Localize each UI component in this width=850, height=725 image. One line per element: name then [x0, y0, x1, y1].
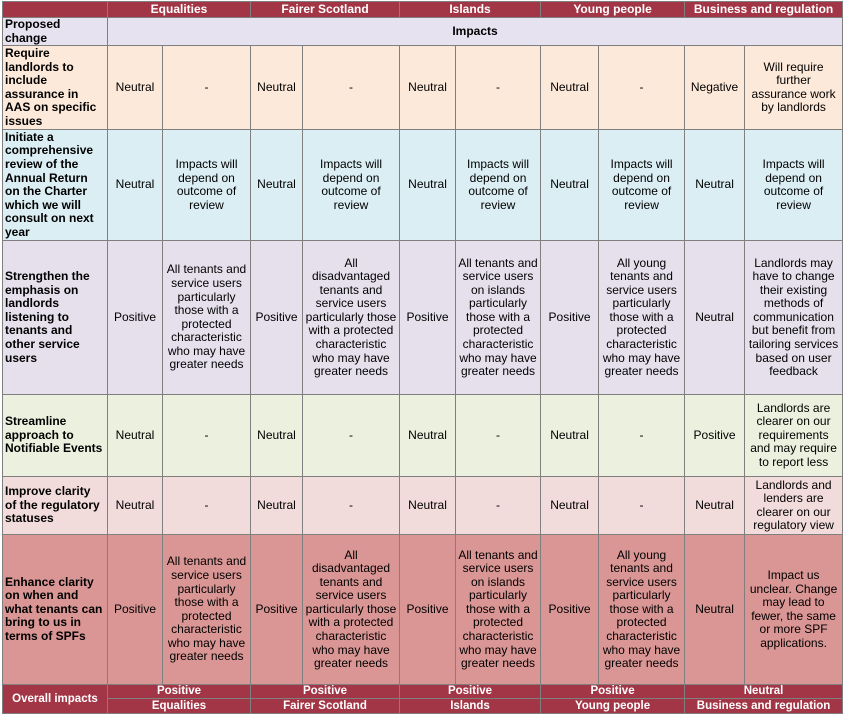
header-corner — [2, 1, 108, 18]
corner-label: Proposed change — [2, 16, 108, 47]
impact-rating: Neutral — [107, 394, 163, 478]
overall-rating: Positive — [249, 684, 401, 700]
impact-rating: Neutral — [399, 129, 457, 242]
impacts-heading: Impacts — [106, 16, 844, 47]
impact-rating: Neutral — [684, 129, 746, 242]
impact-description: - — [455, 476, 542, 536]
impact-description: Impacts will depend on outcome of review — [744, 129, 844, 242]
overall-label: Overall impacts — [2, 684, 108, 715]
group-header: Equalities — [107, 1, 251, 18]
impact-description: All tenants and service users particular… — [162, 534, 251, 686]
impact-rating: Neutral — [540, 476, 600, 536]
overall-group: Fairer Scotland — [249, 698, 401, 715]
impact-description: Will require further assurance work by l… — [744, 45, 844, 131]
table-row: Equalities Fairer Scotland Islands Young pe… — [3, 698, 844, 715]
proposed-change: Enhance clarity on when and what tenants… — [2, 534, 108, 686]
impact-rating: Neutral — [250, 129, 303, 242]
group-header: Young people — [540, 1, 686, 18]
impact-rating: Positive — [540, 534, 600, 686]
table-row: Enhance clarity on when and what tenants… — [2, 534, 844, 686]
table-row: Equalities Fairer Scotland Islands Young pe… — [2, 1, 844, 18]
impact-rating: Negative — [684, 45, 746, 131]
impact-rating: Neutral — [250, 394, 303, 478]
impact-rating: Positive — [399, 240, 457, 396]
impact-description: Landlords may have to change their exist… — [744, 240, 844, 396]
table-row: Proposed change Impacts — [2, 16, 844, 47]
impact-description: Impact us unclear. Change may lead to fe… — [744, 534, 844, 686]
overall-rating: Positive — [399, 684, 542, 700]
impact-rating: Positive — [250, 240, 303, 396]
impact-rating: Positive — [684, 394, 746, 478]
overall-group: Equalities — [107, 698, 251, 715]
impact-description: - — [455, 394, 542, 478]
impact-description: All tenants and service users on islands… — [455, 240, 542, 396]
impact-description: - — [598, 476, 686, 536]
impact-description: Impacts will depend on outcome of review — [162, 129, 251, 242]
impact-description: - — [301, 45, 401, 131]
impact-rating: Neutral — [250, 476, 303, 536]
overall-rating: Positive — [107, 684, 251, 700]
impact-rating: Neutral — [540, 45, 600, 131]
impact-rating: Neutral — [250, 45, 303, 131]
impact-description: - — [162, 394, 251, 478]
impact-rating: Positive — [399, 534, 457, 686]
impact-rating: Positive — [250, 534, 303, 686]
impact-description: - — [301, 476, 401, 536]
impact-description: Impacts will depend on outcome of review — [455, 129, 542, 242]
proposed-change: Streamline approach to Notifiable Events — [2, 394, 108, 478]
group-header: Islands — [399, 1, 542, 18]
table-row: Require landlords to include assurance i… — [2, 45, 844, 131]
proposed-change: Improve clarity of the regulatory status… — [2, 476, 108, 536]
table-row: Initiate a comprehensive review of the A… — [2, 129, 844, 242]
table-row: Streamline approach to Notifiable Events… — [2, 394, 844, 478]
impact-description: All tenants and service users particular… — [162, 240, 251, 396]
impact-description: - — [455, 45, 542, 131]
impact-rating: Neutral — [399, 476, 457, 536]
impact-rating: Neutral — [107, 45, 163, 131]
group-header: Business and regulation — [684, 1, 844, 18]
impact-rating: Neutral — [540, 129, 600, 242]
impact-rating: Neutral — [399, 45, 457, 131]
impact-rating: Positive — [540, 240, 600, 396]
impact-description: Impacts will depend on outcome of review — [598, 129, 686, 242]
impact-description: Impacts will depend on outcome of review — [301, 129, 401, 242]
impact-description: - — [598, 45, 686, 131]
impact-rating: Positive — [107, 534, 163, 686]
impact-description: All tenants and service users on islands… — [455, 534, 542, 686]
overall-group: Islands — [399, 698, 542, 715]
impact-rating: Neutral — [684, 476, 746, 536]
impact-table: Equalities Fairer Scotland Islands Young pe… — [2, 1, 844, 715]
impact-rating: Neutral — [684, 534, 746, 686]
group-header: Fairer Scotland — [249, 1, 401, 18]
impact-description: All disadvantaged tenants and service us… — [301, 534, 401, 686]
impact-description: All disadvantaged tenants and service us… — [301, 240, 401, 396]
impact-description: - — [301, 394, 401, 478]
impact-description: - — [162, 45, 251, 131]
proposed-change: Initiate a comprehensive review of the A… — [2, 129, 108, 242]
impact-rating: Positive — [107, 240, 163, 396]
overall-group: Young people — [540, 698, 686, 715]
table-row: Strengthen the emphasis on landlords lis… — [2, 240, 844, 396]
table-row: Overall impacts Positive Positive Positive P… — [2, 684, 844, 715]
impact-rating: Neutral — [540, 394, 600, 478]
overall-rating: Neutral — [684, 684, 844, 700]
impact-description: Landlords are clearer on our requirement… — [744, 394, 844, 478]
impact-description: All young tenants and service users part… — [598, 534, 686, 686]
impact-description: - — [162, 476, 251, 536]
impact-rating: Neutral — [684, 240, 746, 396]
impact-description: All young tenants and service users part… — [598, 240, 686, 396]
impact-rating: Neutral — [107, 476, 163, 536]
impact-description: Landlords and lenders are clearer on our… — [744, 476, 844, 536]
impact-rating: Neutral — [107, 129, 163, 242]
overall-rating: Positive — [540, 684, 686, 700]
table-row: Improve clarity of the regulatory status… — [2, 476, 844, 536]
impact-rating: Neutral — [399, 394, 457, 478]
overall-group: Business and regulation — [684, 698, 844, 715]
proposed-change: Require landlords to include assurance i… — [2, 45, 108, 131]
proposed-change: Strengthen the emphasis on landlords lis… — [2, 240, 108, 396]
impact-description: - — [598, 394, 686, 478]
